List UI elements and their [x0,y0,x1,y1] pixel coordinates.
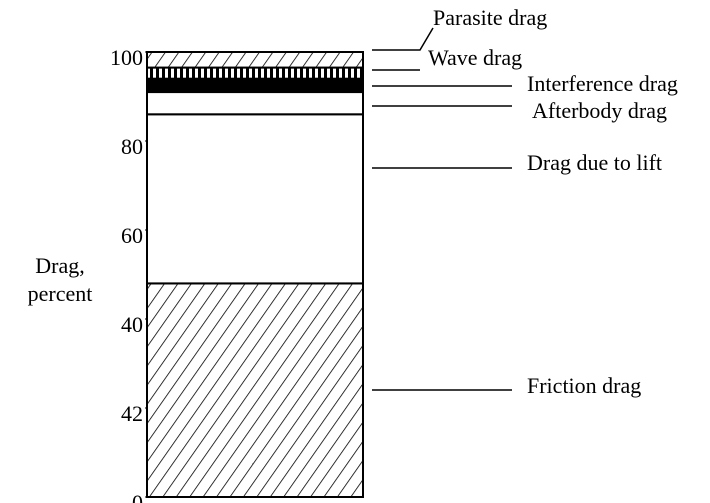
y-axis-label: percent [28,281,93,306]
y-tick-label: 42 [121,401,143,426]
bar-segment [146,282,364,498]
legend-label: Friction drag [527,373,641,398]
legend-label: Afterbody drag [532,98,667,123]
y-tick-label: 0 [132,490,143,503]
y-tick-label: 60 [121,223,143,248]
legend-label: Parasite drag [433,5,547,30]
bar-segment [146,113,364,285]
bar-segment [146,77,364,94]
y-tick-label: 80 [121,134,143,159]
legend-label: Wave drag [428,45,522,70]
y-tick-label: 40 [121,312,143,337]
legend-label: Interference drag [527,71,678,96]
bar-segment [146,66,364,80]
bar-segment [146,91,364,116]
leader-line [372,27,434,51]
bar-segment [146,51,364,69]
y-tick-label: 100 [110,45,143,70]
y-axis-label: Drag, [35,253,84,278]
legend-label: Drag due to lift [527,150,662,175]
